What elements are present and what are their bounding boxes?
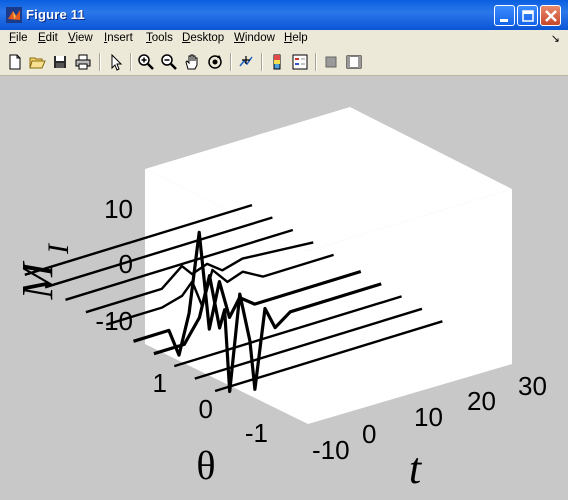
menu-bar: File Edit View Insert Tools Desktop Wind…: [0, 30, 568, 49]
hide-plot-tools-button[interactable]: [321, 52, 341, 72]
zoom-in-button[interactable]: [136, 52, 156, 72]
save-button[interactable]: [50, 52, 70, 72]
insert-legend-button[interactable]: [290, 52, 310, 72]
axes-box: [145, 107, 512, 424]
open-button[interactable]: [27, 52, 47, 72]
theta-tick-label: -1: [245, 418, 268, 448]
edit-plot-button[interactable]: [106, 52, 126, 72]
t-tick-label: 10: [414, 402, 443, 432]
close-button[interactable]: [540, 5, 561, 26]
series-line: [65, 228, 294, 301]
figure-toolbar: [0, 49, 568, 76]
series-line: [214, 320, 443, 393]
axes-right-pane: [308, 189, 512, 424]
open-folder-icon: [29, 57, 46, 69]
t-tick-label: -10: [312, 435, 350, 465]
z-tick-label: 10: [104, 194, 133, 224]
t-tick-label: 20: [467, 386, 496, 416]
printer-icon: [75, 54, 91, 70]
matlab-logo-icon: [6, 7, 22, 23]
theta-axis-label: θ: [196, 443, 215, 488]
new-file-button[interactable]: [5, 52, 25, 72]
toolbar-separator: [130, 53, 132, 71]
z-axis-label-main: M: [13, 260, 62, 300]
data-cursor-icon: [239, 56, 253, 67]
window-title: Figure 11: [26, 7, 85, 22]
z-tick-label: -10: [95, 306, 133, 336]
series-line: [173, 295, 402, 368]
save-icon: [54, 56, 66, 68]
t-axis-label: t: [409, 444, 423, 493]
figure-canvas[interactable]: 10 0 -10 1 0 -1 -10 0 10 20 30 M I θ t: [0, 76, 568, 500]
menu-view[interactable]: View: [68, 32, 93, 44]
legend-icon: [292, 54, 308, 70]
minimize-button[interactable]: [494, 5, 515, 26]
new-file-icon: [9, 54, 21, 70]
show-plot-tools-button[interactable]: [344, 52, 364, 72]
toolbar-separator: [261, 53, 263, 71]
print-button[interactable]: [73, 52, 93, 72]
axes-back-pane: [145, 169, 308, 424]
pan-hand-icon: [185, 54, 198, 70]
show-plot-tools-icon: [346, 55, 362, 69]
pan-button[interactable]: [182, 52, 202, 72]
menu-edit[interactable]: Edit: [38, 32, 58, 44]
series-line: [85, 241, 314, 314]
series-line: [44, 216, 273, 289]
menu-insert[interactable]: Insert: [104, 32, 133, 44]
data-cursor-button[interactable]: [236, 52, 256, 72]
axes-left-pane: [145, 107, 512, 251]
maximize-icon: [522, 10, 534, 22]
series-line: [24, 203, 253, 276]
menu-tools[interactable]: Tools: [146, 32, 173, 44]
menu-desktop[interactable]: Desktop: [182, 32, 225, 44]
toolbar-separator: [315, 53, 317, 71]
insert-colorbar-button[interactable]: [267, 52, 287, 72]
curves-group: [24, 203, 443, 394]
colorbar-icon: [273, 54, 281, 70]
toolbar-separator: [99, 53, 101, 71]
title-bar[interactable]: Figure 11: [0, 0, 568, 31]
theta-tick-label: 0: [199, 394, 213, 424]
zoom-out-icon: [161, 54, 177, 70]
rotate-3d-button[interactable]: [205, 52, 225, 72]
series-line: [153, 274, 382, 394]
z-axis-label: M I: [13, 242, 75, 300]
z-tick-label: 0: [119, 249, 133, 279]
zoom-in-icon: [138, 54, 154, 70]
minimize-icon: [500, 19, 508, 22]
t-tick-label: 0: [362, 419, 376, 449]
waterfall-plot[interactable]: 10 0 -10 1 0 -1 -10 0 10 20 30 M I θ t: [0, 76, 568, 500]
dock-figure-icon[interactable]: ↘: [550, 33, 560, 45]
series-line: [194, 307, 423, 380]
rotate-3d-icon: [208, 55, 222, 69]
zoom-out-button[interactable]: [159, 52, 179, 72]
pointer-arrow-icon: [111, 53, 123, 71]
z-axis-label-subscript: I: [42, 242, 75, 255]
theta-tick-label: 1: [153, 368, 167, 398]
toolbar-separator: [230, 53, 232, 71]
maximize-button[interactable]: [517, 5, 538, 26]
tick-labels: 10 0 -10 1 0 -1 -10 0 10 20 30: [95, 194, 547, 465]
hide-plot-tools-icon: [325, 56, 337, 68]
close-icon: [545, 10, 557, 22]
t-tick-label: 30: [518, 371, 547, 401]
menu-help[interactable]: Help: [284, 32, 308, 44]
menu-file[interactable]: File: [9, 32, 28, 44]
menu-window[interactable]: Window: [234, 32, 275, 44]
